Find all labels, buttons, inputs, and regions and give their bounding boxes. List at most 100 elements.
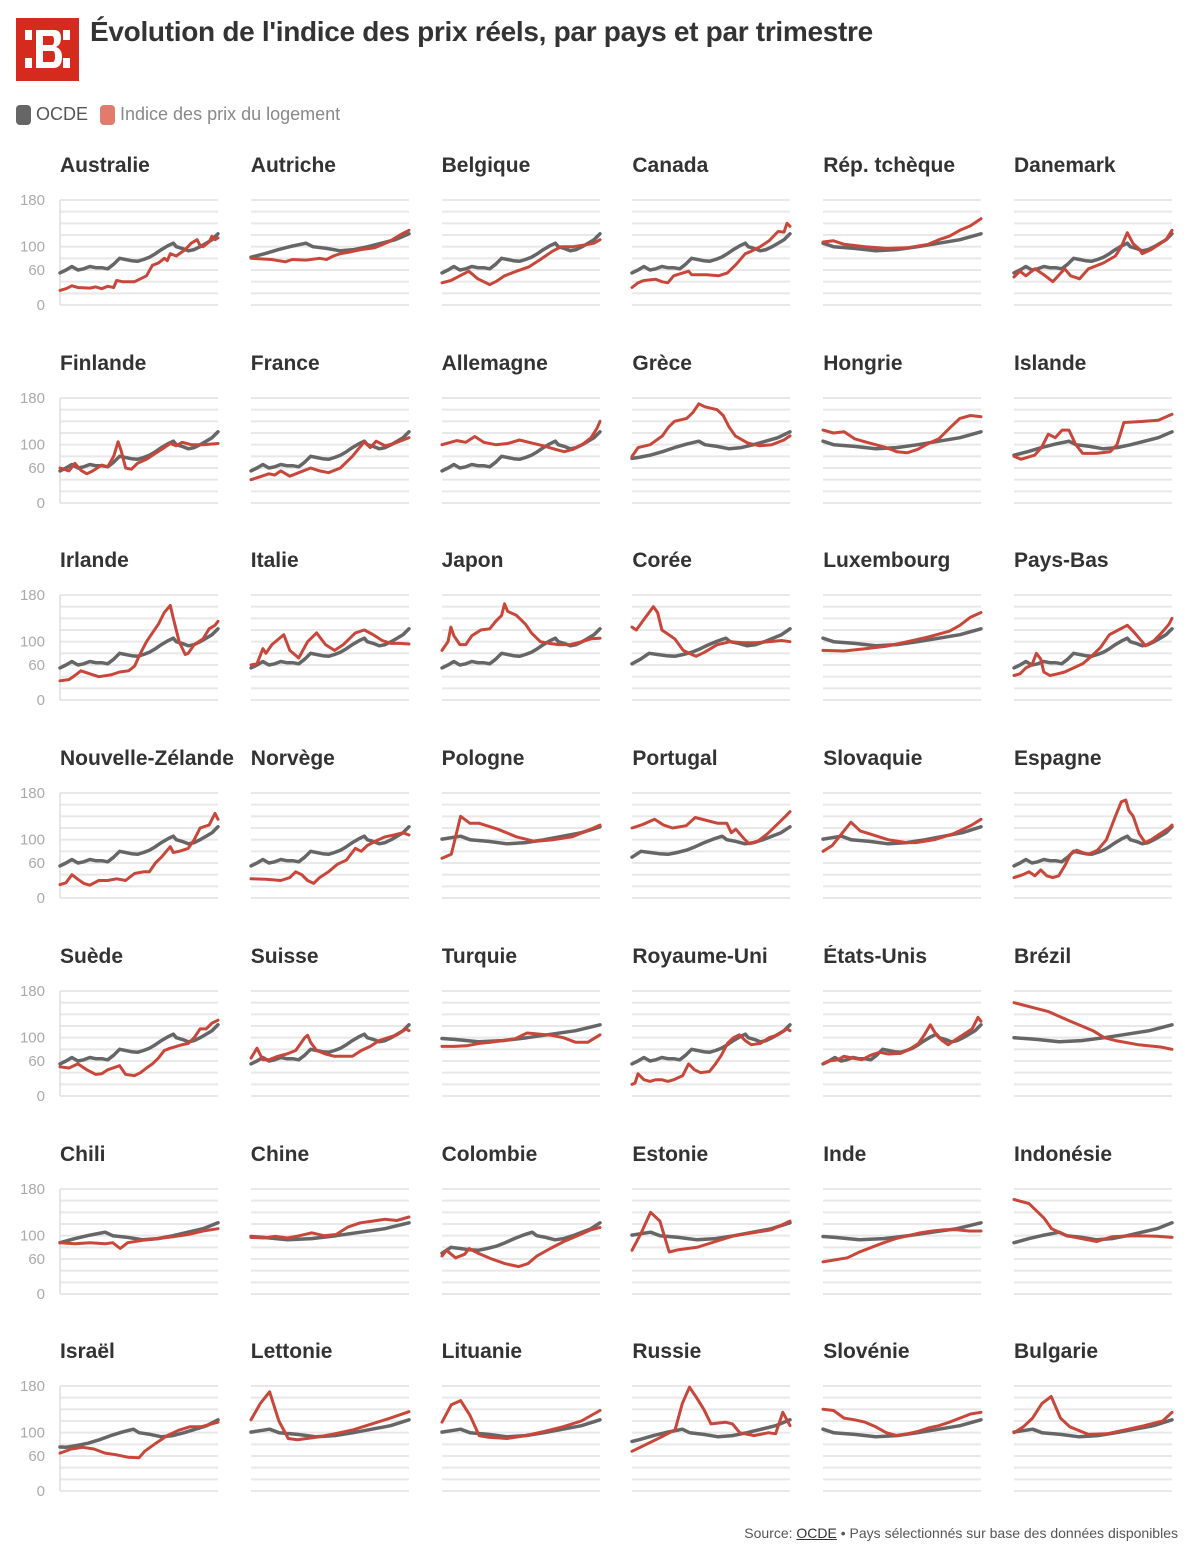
panel-chart: [630, 1187, 793, 1295]
panel-chart: [439, 1187, 602, 1295]
ocde-line: [249, 232, 411, 259]
panel-title: Belgique: [441, 154, 531, 177]
housing-price-line: [58, 1018, 220, 1077]
panel-luxembourg: Luxembourg: [821, 549, 1005, 709]
legend-label-ocde: OCDE: [36, 104, 89, 124]
legend-swatch-housing: [100, 104, 116, 125]
panel-title: Nouvelle-Zélande: [60, 747, 234, 771]
panel-brezil: Brézil: [1012, 945, 1194, 1105]
panel-chart: [439, 594, 602, 702]
panel-title: Lituanie: [441, 1340, 523, 1364]
panel-title: Bulgarie: [1014, 1340, 1099, 1364]
panel-title: Irlande: [60, 549, 129, 573]
panel-title: Slovénie: [823, 1340, 910, 1364]
housing-price-line: [821, 611, 983, 653]
housing-price-line: [630, 401, 792, 458]
y-tick-label: 100: [20, 832, 45, 849]
ocde-line: [58, 232, 220, 275]
panel-chart: [1012, 199, 1174, 306]
panel-title: Hongrie: [823, 351, 903, 375]
panel-autriche: Autriche: [249, 154, 433, 314]
panel-chart: 0 60 100 180: [20, 390, 220, 512]
y-tick-label: 60: [28, 1053, 45, 1070]
panel-italie: Italie: [249, 549, 433, 709]
panel-hongrie: Hongrie: [821, 351, 1005, 512]
ocde-line: [630, 1418, 793, 1444]
panel-title: Islande: [1014, 351, 1087, 375]
panel-colombie: Colombie: [439, 1143, 624, 1303]
panel-israel: Israël 0 60 100 180: [20, 1340, 242, 1500]
panel-chart: 0 60 100 180: [20, 983, 220, 1105]
housing-price-line: [249, 628, 411, 667]
ocde-line: [249, 825, 411, 868]
housing-price-line: [440, 1225, 602, 1268]
panel-canada: Canada: [630, 154, 814, 314]
panel-title: Grèce: [632, 351, 692, 375]
housing-price-line: [249, 1215, 411, 1239]
panel-suede: Suède 0 60 100 180: [20, 945, 242, 1105]
housing-price-line: [1012, 1395, 1174, 1437]
panel-title: Royaume-Uni: [632, 944, 768, 968]
housing-price-line: [630, 1385, 792, 1453]
legend-label-housing: Indice des prix du logement: [120, 104, 341, 124]
y-tick-label: 180: [20, 192, 45, 209]
panel-chart: [249, 396, 411, 504]
legend-item-housing[interactable]: Indice des prix du logement: [100, 104, 340, 125]
ocde-line: [630, 627, 793, 666]
panel-chart: [249, 594, 411, 702]
housing-price-line: [1012, 798, 1174, 880]
housing-price-line: [440, 238, 602, 287]
legend-item-ocde[interactable]: OCDE: [16, 104, 88, 125]
y-tick-label: 0: [37, 297, 45, 314]
ocde-line: [249, 627, 411, 671]
panel-chart: [1012, 989, 1174, 1097]
housing-price-line: [1012, 1197, 1174, 1243]
panel-chart: [630, 792, 793, 900]
panel-title: Lettonie: [250, 1340, 333, 1364]
legend-swatch-ocde: [16, 104, 31, 125]
panel-title: Corée: [632, 549, 692, 573]
source-link[interactable]: OCDE: [796, 1525, 837, 1541]
panel-chart: [249, 199, 411, 306]
panel-estonie: Estonie: [630, 1143, 814, 1303]
panel-chart: [439, 1385, 602, 1493]
panel-title: Australie: [60, 154, 150, 177]
housing-price-line: [249, 1390, 411, 1442]
housing-price-line: [630, 221, 792, 289]
y-tick-label: 60: [28, 1251, 45, 1268]
housing-price-line: [58, 1420, 220, 1460]
panel-chart: [821, 792, 983, 900]
ocde-line: [439, 1220, 602, 1255]
housing-price-line: [249, 1027, 411, 1062]
housing-price-line: [58, 234, 220, 292]
panel-title: Indonésie: [1014, 1142, 1113, 1166]
panel-chart: [439, 396, 602, 504]
panel-chart: 0 60 100 180: [20, 587, 220, 709]
ocde-line: [58, 429, 220, 473]
panel-title: Luxembourg: [823, 549, 951, 573]
panel-chart: 0 60 100 180: [20, 1378, 220, 1500]
panel-chili: Chili 0 60 100 180: [20, 1143, 242, 1303]
ocde-line: [630, 825, 793, 860]
housing-price-line: [249, 228, 411, 264]
housing-price-line: [58, 439, 220, 475]
panel-royaume-uni: Royaume-Uni: [630, 944, 814, 1105]
panel-chart: [821, 1187, 983, 1295]
panel-chart: [1012, 1385, 1174, 1493]
panel-danemark: Danemark: [1012, 154, 1194, 314]
y-tick-label: 60: [28, 855, 45, 872]
panel-nouvelle-zelande: Nouvelle-Zélande 0 60 100 180: [20, 747, 242, 907]
panel-chart: [821, 396, 983, 504]
housing-price-line: [249, 435, 411, 481]
y-tick-label: 100: [20, 1227, 45, 1244]
ocde-line: [58, 1418, 220, 1450]
panel-inde: Inde: [821, 1143, 1005, 1303]
housing-price-line: [630, 1027, 792, 1086]
panel-chart: 0 60 100 180: [20, 192, 220, 314]
panel-title: Japon: [441, 549, 504, 573]
housing-price-line: [440, 814, 602, 860]
housing-price-line: [821, 217, 983, 250]
panel-title: Finlande: [60, 351, 147, 375]
ocde-line: [439, 429, 602, 473]
y-tick-label: 100: [20, 1029, 45, 1046]
